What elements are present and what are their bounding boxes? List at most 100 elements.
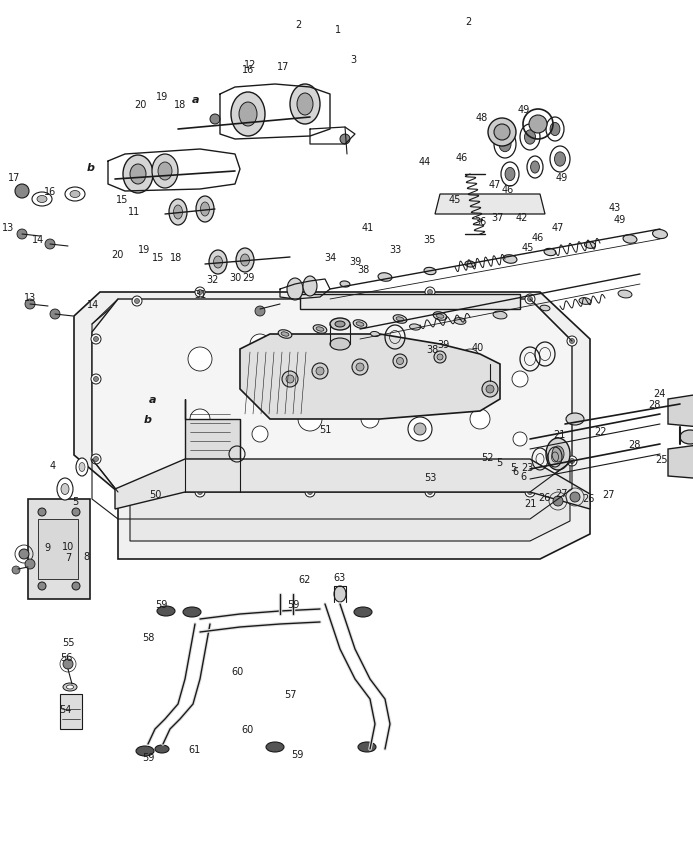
- Ellipse shape: [396, 318, 404, 322]
- Circle shape: [63, 659, 73, 669]
- Circle shape: [91, 454, 101, 464]
- Ellipse shape: [183, 607, 201, 618]
- Circle shape: [286, 376, 294, 383]
- Circle shape: [38, 582, 46, 590]
- Ellipse shape: [371, 332, 380, 337]
- Circle shape: [25, 560, 35, 569]
- Text: 27: 27: [556, 488, 568, 498]
- Circle shape: [198, 291, 202, 295]
- Circle shape: [316, 367, 324, 376]
- Ellipse shape: [436, 314, 444, 319]
- Ellipse shape: [334, 586, 346, 602]
- Text: 15: 15: [116, 195, 128, 204]
- Ellipse shape: [240, 255, 249, 267]
- Ellipse shape: [290, 85, 320, 125]
- Circle shape: [460, 349, 480, 370]
- Text: 46: 46: [532, 233, 544, 243]
- Circle shape: [412, 422, 428, 437]
- Text: 4: 4: [50, 460, 56, 470]
- Text: 47: 47: [489, 180, 501, 190]
- Text: 37: 37: [492, 213, 505, 222]
- Circle shape: [94, 337, 98, 343]
- Text: 12: 12: [244, 60, 256, 70]
- Circle shape: [529, 116, 547, 134]
- Text: 51: 51: [319, 424, 331, 435]
- Text: 41: 41: [362, 222, 374, 233]
- Ellipse shape: [424, 268, 436, 275]
- Circle shape: [494, 125, 510, 141]
- Text: 59: 59: [287, 599, 299, 609]
- Ellipse shape: [550, 147, 570, 173]
- Text: 5: 5: [496, 458, 502, 468]
- Circle shape: [282, 371, 298, 388]
- Text: 46: 46: [502, 185, 514, 195]
- Circle shape: [12, 567, 20, 574]
- Bar: [60, 694, 82, 729]
- Circle shape: [437, 354, 443, 360]
- Text: 18: 18: [170, 253, 182, 262]
- Polygon shape: [240, 335, 500, 419]
- Polygon shape: [28, 499, 90, 599]
- Text: 24: 24: [653, 389, 665, 399]
- Ellipse shape: [335, 321, 345, 328]
- Circle shape: [190, 410, 210, 429]
- Circle shape: [486, 386, 494, 394]
- Text: 11: 11: [128, 207, 140, 216]
- Ellipse shape: [525, 130, 536, 145]
- Ellipse shape: [465, 262, 475, 268]
- Text: b: b: [144, 415, 152, 424]
- Ellipse shape: [544, 249, 556, 256]
- Ellipse shape: [152, 155, 178, 189]
- Circle shape: [567, 457, 577, 466]
- Text: 17: 17: [8, 173, 20, 183]
- Circle shape: [134, 490, 139, 495]
- Circle shape: [94, 377, 98, 382]
- Ellipse shape: [209, 250, 227, 274]
- Ellipse shape: [200, 203, 209, 216]
- Polygon shape: [435, 195, 545, 215]
- Ellipse shape: [501, 163, 519, 187]
- Circle shape: [340, 135, 350, 145]
- Circle shape: [488, 119, 516, 147]
- Ellipse shape: [552, 446, 564, 463]
- Ellipse shape: [623, 235, 637, 244]
- Text: 60: 60: [242, 724, 254, 734]
- Text: 27: 27: [603, 489, 615, 499]
- Circle shape: [297, 347, 323, 372]
- Circle shape: [91, 335, 101, 344]
- Text: 50: 50: [149, 489, 161, 499]
- Ellipse shape: [155, 746, 169, 753]
- Circle shape: [570, 339, 574, 344]
- Text: 21: 21: [524, 498, 536, 509]
- Ellipse shape: [130, 164, 146, 185]
- Text: 14: 14: [87, 300, 99, 309]
- Text: 7: 7: [65, 552, 71, 562]
- Circle shape: [482, 382, 498, 398]
- Ellipse shape: [61, 484, 69, 495]
- Polygon shape: [668, 445, 693, 480]
- Ellipse shape: [493, 312, 507, 320]
- Circle shape: [250, 335, 270, 354]
- Text: 10: 10: [62, 541, 74, 551]
- Ellipse shape: [503, 256, 517, 264]
- Bar: [270, 370, 320, 410]
- Text: 3: 3: [350, 55, 356, 65]
- Circle shape: [91, 375, 101, 384]
- Ellipse shape: [554, 153, 565, 167]
- Text: 30: 30: [229, 273, 241, 283]
- Circle shape: [527, 297, 532, 302]
- Ellipse shape: [340, 282, 350, 288]
- Text: 6: 6: [520, 471, 526, 481]
- Text: 5: 5: [72, 497, 78, 506]
- Circle shape: [308, 291, 313, 295]
- Circle shape: [567, 415, 577, 424]
- Circle shape: [298, 407, 322, 431]
- Ellipse shape: [433, 313, 447, 321]
- Text: 17: 17: [277, 62, 289, 72]
- Ellipse shape: [550, 124, 560, 136]
- Text: 59: 59: [155, 599, 167, 609]
- Circle shape: [312, 364, 328, 379]
- Text: 52: 52: [481, 452, 493, 463]
- Ellipse shape: [231, 93, 265, 137]
- Text: 38: 38: [357, 265, 369, 274]
